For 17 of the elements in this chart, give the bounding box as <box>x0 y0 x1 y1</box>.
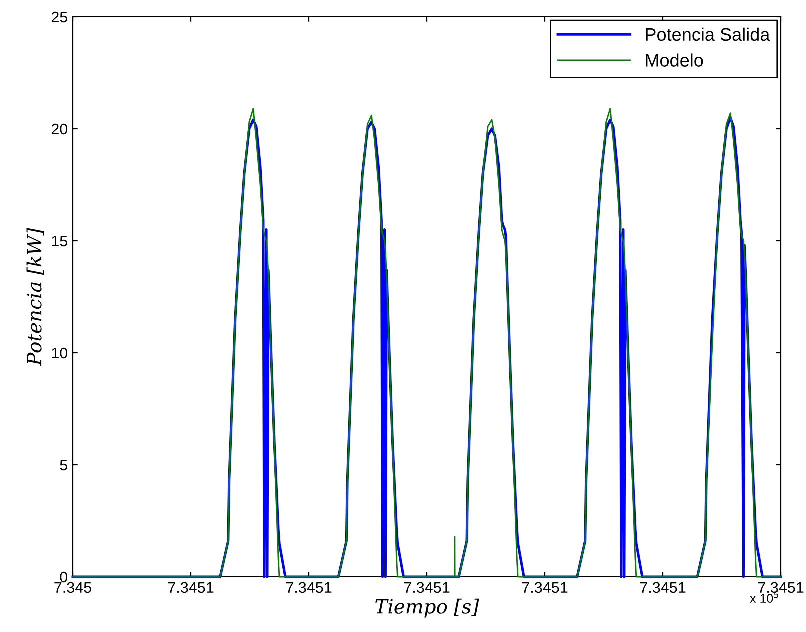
x-tick-label: 7.3451 <box>168 582 214 594</box>
x-tick-label: 7.3451 <box>404 582 450 594</box>
y-tick-label: 5 <box>60 460 68 471</box>
x-tick-label: 7.3451 <box>758 582 804 594</box>
x-tick-label: 7.345 <box>54 582 92 594</box>
y-tick-label: 0 <box>60 572 68 583</box>
x-tick-label: 7.3451 <box>286 582 332 594</box>
y-axis-title: Potencia [kW] <box>26 228 44 366</box>
y-tick-label: 15 <box>52 236 68 247</box>
x-axis-title: Tiempo [s] <box>376 598 480 618</box>
legend-label: Potencia Salida <box>646 28 770 42</box>
y-tick-label: 10 <box>52 348 68 359</box>
legend-label: Modelo <box>646 54 704 67</box>
y-tick-label: 20 <box>52 124 68 135</box>
x-tick-label: 7.3451 <box>640 582 686 594</box>
y-tick-label: 25 <box>52 12 68 23</box>
x-tick-label: 7.3451 <box>522 582 568 594</box>
